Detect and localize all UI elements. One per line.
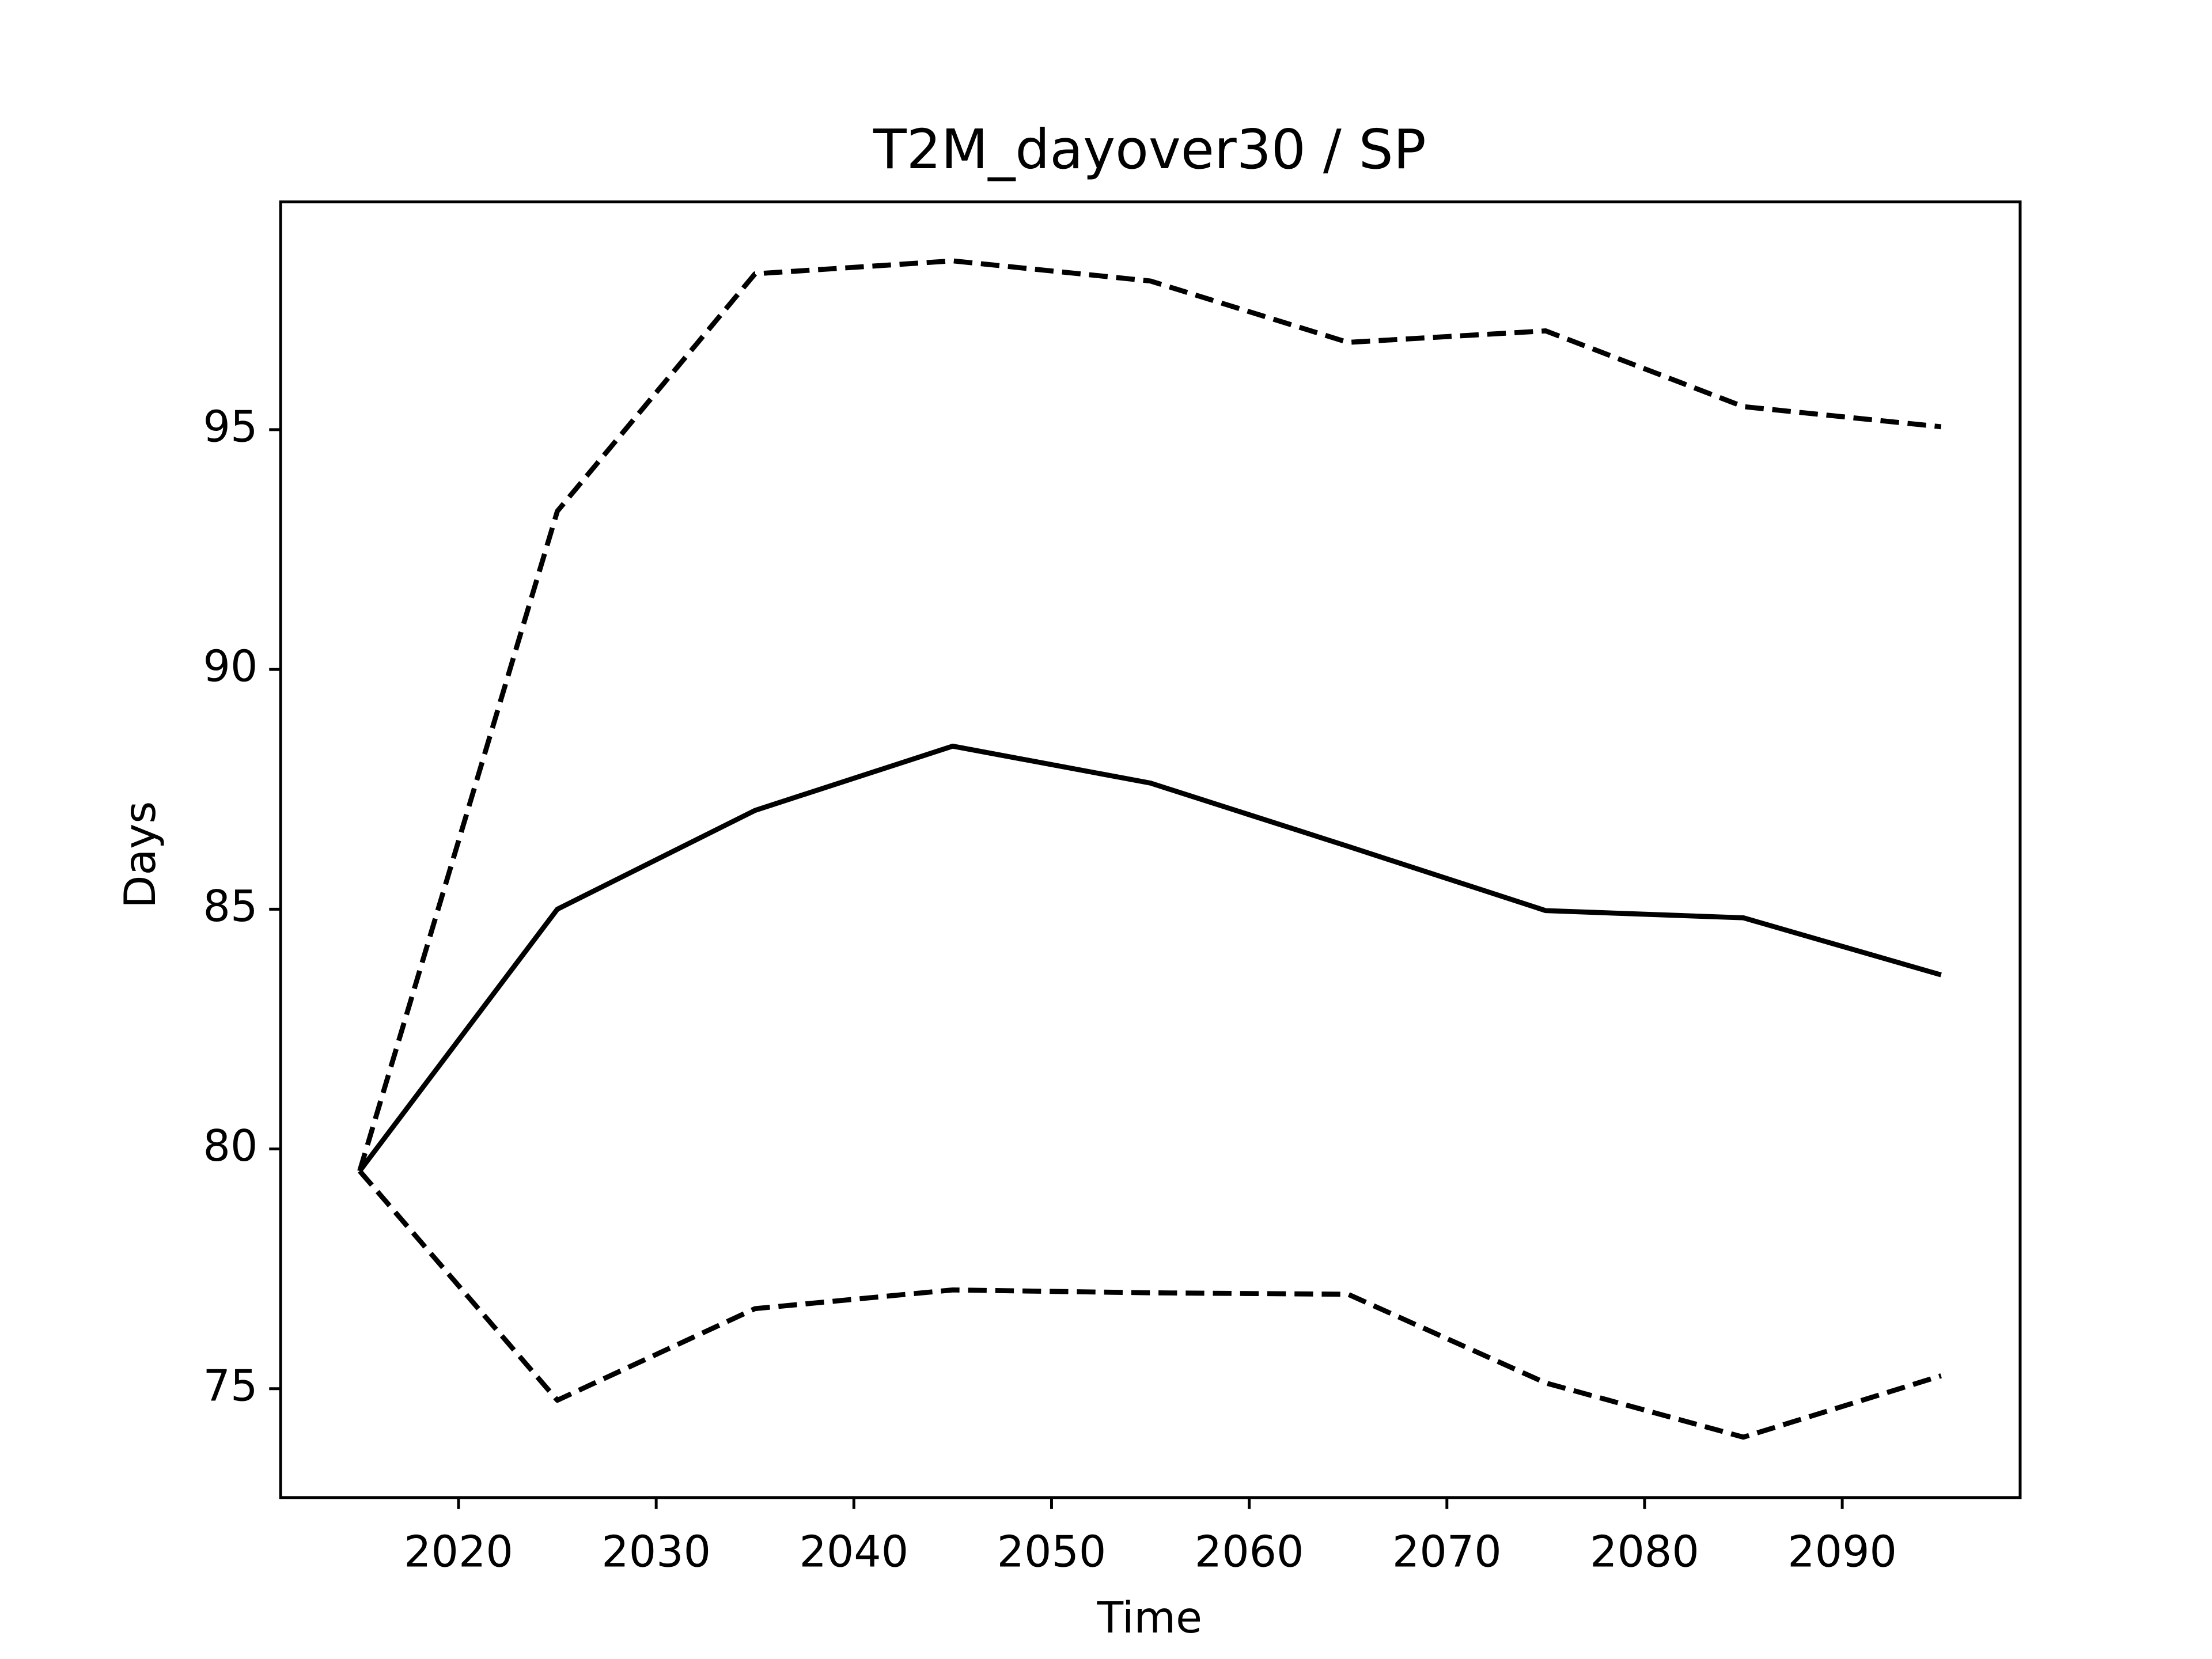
x-tick-label: 2040 xyxy=(799,1527,908,1577)
chart-title: T2M_dayover30 / SP xyxy=(873,118,1426,181)
x-tick-label: 2080 xyxy=(1590,1527,1699,1577)
plot-frame xyxy=(279,200,2022,1499)
x-tick-label: 2030 xyxy=(601,1527,711,1577)
x-tick-label: 2090 xyxy=(1787,1527,1897,1577)
data-line xyxy=(357,743,1942,1173)
y-tick-label: 95 xyxy=(203,402,258,452)
y-tick-label: 75 xyxy=(203,1361,258,1411)
x-tick-label: 2060 xyxy=(1195,1527,1304,1577)
x-tick-label: 2020 xyxy=(404,1527,513,1577)
y-tick-label: 85 xyxy=(203,881,258,931)
y-axis-label: Days xyxy=(115,801,165,908)
y-tick-label: 80 xyxy=(203,1121,258,1171)
y-tick-label: 90 xyxy=(203,642,258,692)
data-line xyxy=(357,258,1942,1172)
x-axis-label: Time xyxy=(1097,1593,1202,1643)
x-tick-label: 2070 xyxy=(1392,1527,1502,1577)
x-tick-label: 2050 xyxy=(997,1527,1107,1577)
